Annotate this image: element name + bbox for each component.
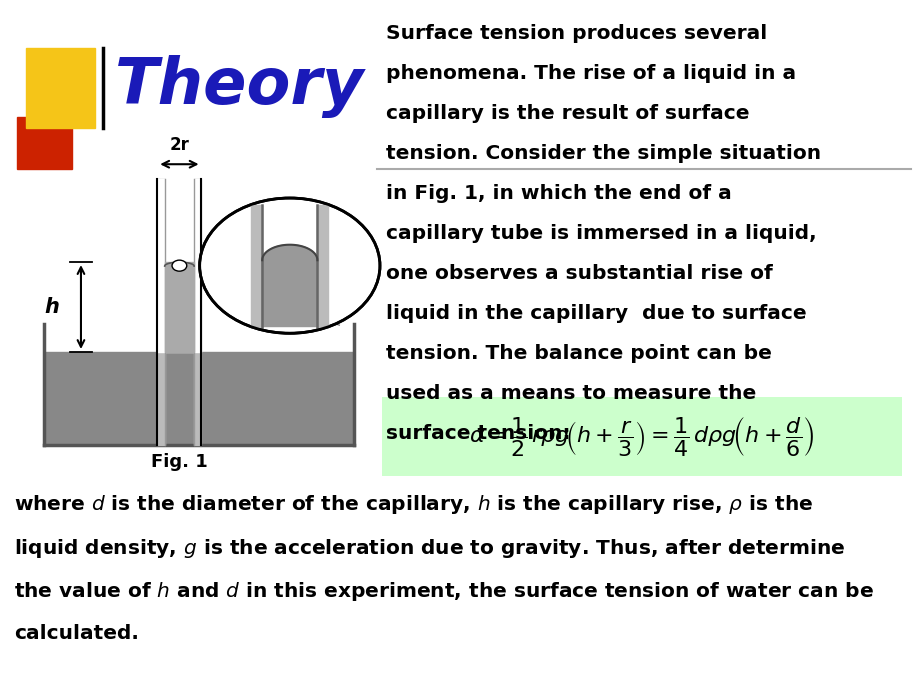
Text: tension. Consider the simple situation: tension. Consider the simple situation [386,144,821,164]
Text: Surface tension produces several: Surface tension produces several [386,24,766,43]
Text: used as a means to measure the: used as a means to measure the [386,384,755,404]
Text: in Fig. 1, in which the end of a: in Fig. 1, in which the end of a [386,184,732,204]
FancyBboxPatch shape [381,397,901,476]
Text: capillary tube is immersed in a liquid,: capillary tube is immersed in a liquid, [386,224,816,244]
Bar [194,179,201,445]
Text: Fig. 1: Fig. 1 [151,453,208,471]
Bar [317,205,328,326]
Text: where $d$ is the diameter of the capillary, $h$ is the capillary rise, $\rho$ is: where $d$ is the diameter of the capilla… [14,493,812,516]
Text: $\alpha = \dfrac{1}{2}\,r\rho g\!\left(h+\dfrac{r}{3}\right) = \dfrac{1}{4}\,d\r: $\alpha = \dfrac{1}{2}\,r\rho g\!\left(h… [469,415,813,458]
Polygon shape [262,245,317,326]
Bar [17,117,72,169]
Text: liquid in the capillary  due to surface: liquid in the capillary due to surface [386,304,806,324]
Bar [251,205,262,326]
Bar [26,48,95,128]
Text: h: h [44,297,59,317]
Bar [165,262,194,352]
Text: tension. The balance point can be: tension. The balance point can be [386,344,771,364]
Text: one observes a substantial rise of: one observes a substantial rise of [386,264,772,284]
Bar [157,179,165,445]
Circle shape [172,260,187,271]
Circle shape [199,198,380,333]
Bar [44,352,354,445]
Text: the value of $h$ and $d$ in this experiment, the surface tension of water can be: the value of $h$ and $d$ in this experim… [14,580,873,603]
Text: surface tension:: surface tension: [386,424,571,444]
Text: 2r: 2r [169,136,189,154]
Bar [157,179,201,352]
Text: capillary is the result of surface: capillary is the result of surface [386,104,749,124]
Text: calculated.: calculated. [14,624,139,643]
Text: phenomena. The rise of a liquid in a: phenomena. The rise of a liquid in a [386,64,796,83]
Text: liquid density, $g$ is the acceleration due to gravity. Thus, after determine: liquid density, $g$ is the acceleration … [14,537,845,560]
Text: Theory: Theory [115,55,364,118]
